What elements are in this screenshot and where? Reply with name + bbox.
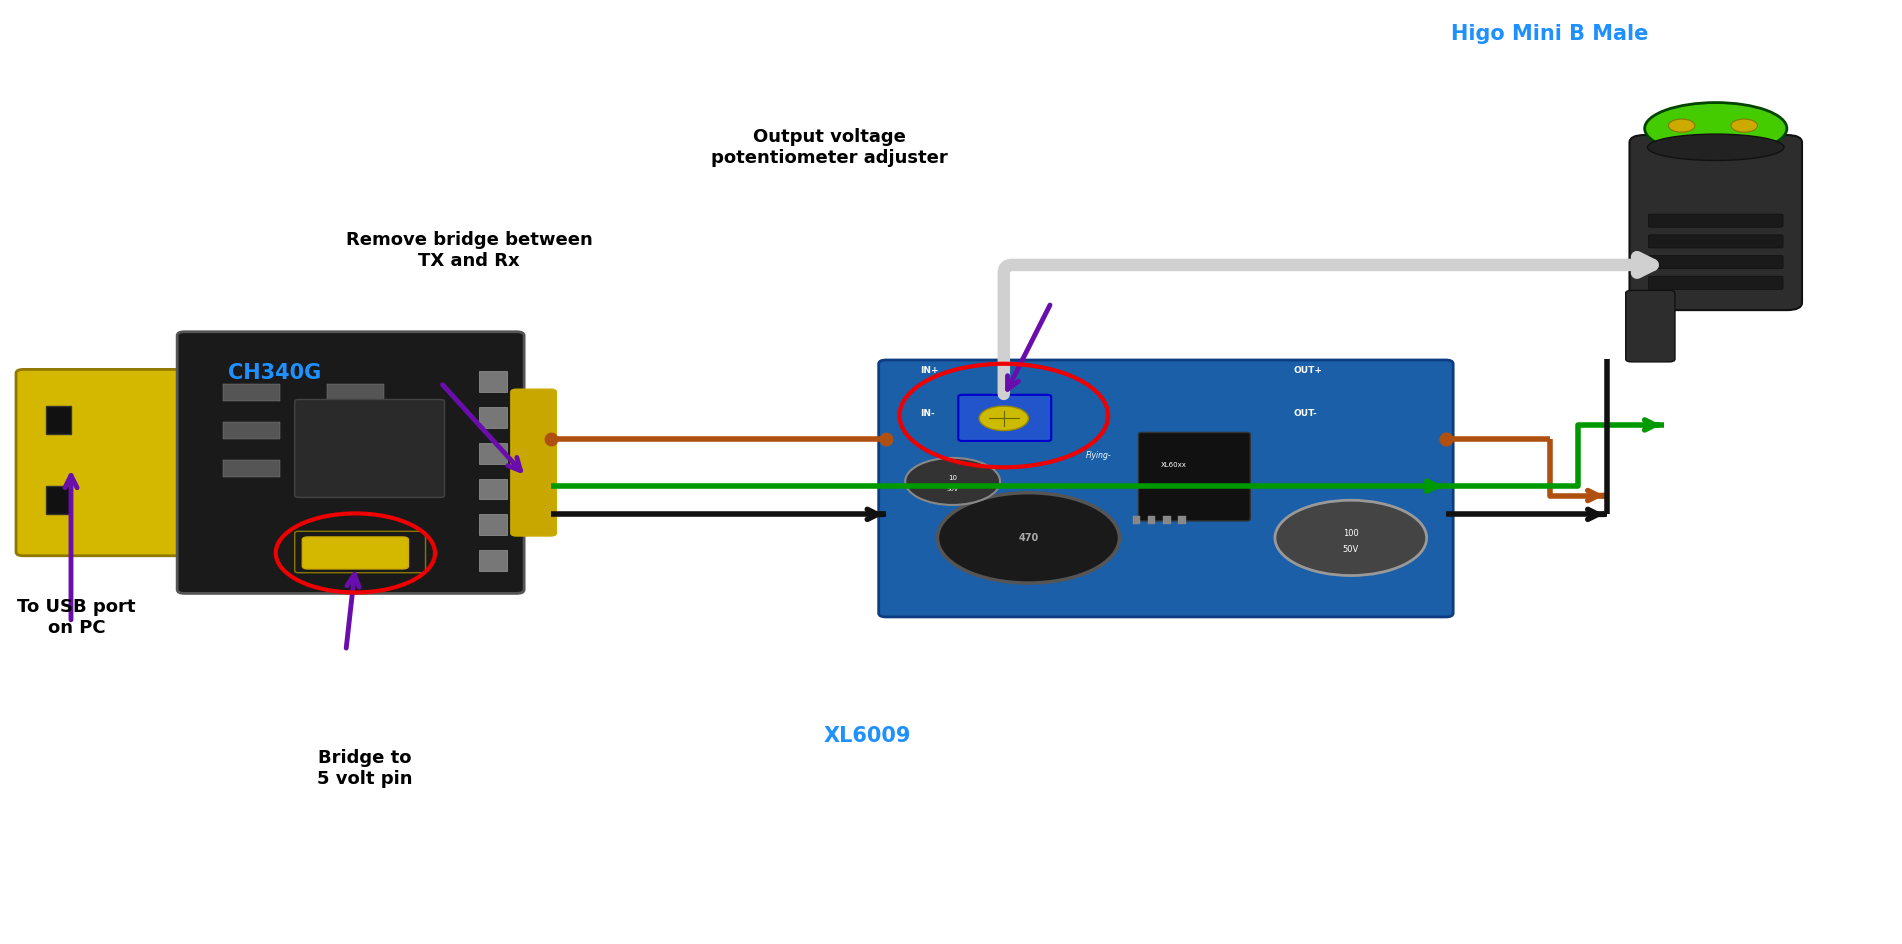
FancyBboxPatch shape xyxy=(1649,256,1782,269)
Bar xyxy=(327,422,384,439)
Bar xyxy=(479,407,508,428)
FancyBboxPatch shape xyxy=(1630,135,1801,311)
FancyBboxPatch shape xyxy=(295,531,426,573)
Text: IN-: IN- xyxy=(921,409,936,417)
Text: IN+: IN+ xyxy=(921,366,940,375)
Bar xyxy=(1162,516,1170,524)
Circle shape xyxy=(938,493,1120,583)
Bar xyxy=(46,406,70,434)
Bar xyxy=(1149,516,1156,524)
Text: 50V: 50V xyxy=(947,487,959,493)
Bar xyxy=(479,443,508,464)
Text: 100: 100 xyxy=(1343,529,1358,538)
Circle shape xyxy=(1731,119,1757,132)
FancyBboxPatch shape xyxy=(295,399,445,497)
Circle shape xyxy=(905,458,1000,505)
FancyBboxPatch shape xyxy=(1139,432,1250,521)
Bar xyxy=(223,422,280,439)
Text: 470: 470 xyxy=(1018,532,1038,543)
Bar xyxy=(327,460,384,477)
Bar xyxy=(479,550,508,571)
Bar xyxy=(327,384,384,401)
FancyBboxPatch shape xyxy=(879,360,1453,617)
Bar xyxy=(1134,516,1141,524)
Bar xyxy=(479,514,508,535)
Text: XL60xx: XL60xx xyxy=(1162,463,1187,468)
Bar xyxy=(1177,516,1185,524)
Text: Bridge to
5 volt pin: Bridge to 5 volt pin xyxy=(318,750,413,788)
FancyBboxPatch shape xyxy=(959,395,1052,441)
FancyBboxPatch shape xyxy=(302,537,409,569)
Ellipse shape xyxy=(1645,103,1786,154)
Text: Remove bridge between
TX and Rx: Remove bridge between TX and Rx xyxy=(346,231,593,270)
Bar xyxy=(223,460,280,477)
FancyBboxPatch shape xyxy=(15,369,192,556)
FancyBboxPatch shape xyxy=(1649,214,1782,228)
Bar xyxy=(479,371,508,392)
Circle shape xyxy=(1274,500,1426,576)
Circle shape xyxy=(980,406,1029,430)
FancyBboxPatch shape xyxy=(1626,291,1676,362)
Bar xyxy=(46,486,70,514)
Text: 10: 10 xyxy=(947,475,957,480)
FancyBboxPatch shape xyxy=(1649,235,1782,248)
Text: OUT+: OUT+ xyxy=(1293,366,1324,375)
Circle shape xyxy=(1668,119,1695,132)
Bar xyxy=(223,384,280,401)
Text: XL6009: XL6009 xyxy=(824,726,911,746)
Text: Output voltage
potentiometer adjuster: Output voltage potentiometer adjuster xyxy=(711,127,947,167)
FancyBboxPatch shape xyxy=(177,331,525,594)
Text: To USB port
on PC: To USB port on PC xyxy=(17,598,135,637)
Text: Higo Mini B Male: Higo Mini B Male xyxy=(1451,25,1649,44)
Text: CH340G: CH340G xyxy=(228,363,321,383)
Text: 50V: 50V xyxy=(1343,545,1358,554)
FancyBboxPatch shape xyxy=(1649,277,1782,290)
Text: OUT-: OUT- xyxy=(1293,409,1318,417)
FancyBboxPatch shape xyxy=(512,389,557,536)
Ellipse shape xyxy=(1647,134,1784,160)
Bar xyxy=(479,479,508,499)
Text: Flying-: Flying- xyxy=(1086,451,1111,460)
